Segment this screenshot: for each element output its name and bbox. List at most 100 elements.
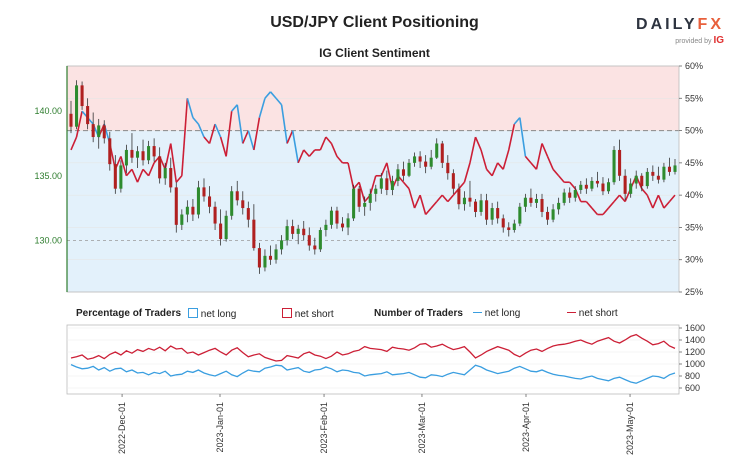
sentiment-line-segment <box>463 162 471 183</box>
sentiment-line-segment <box>258 98 266 118</box>
candle-body <box>606 182 611 192</box>
sentiment-line-segment <box>186 98 194 118</box>
candle-body <box>573 189 577 198</box>
legend-pct-net-short: net short <box>282 308 334 320</box>
price-tick-label: 135.00 <box>34 171 62 181</box>
sentiment-line-segment <box>120 156 128 176</box>
candle-body <box>546 211 550 220</box>
sentiment-line-segment <box>430 201 438 209</box>
percent-tick-label: 35% <box>685 222 703 232</box>
sentiment-line-segment <box>480 149 488 170</box>
candle-body <box>185 206 189 215</box>
sentiment-line-segment <box>569 181 576 190</box>
candle-body <box>651 171 655 176</box>
candle-body <box>274 249 278 260</box>
candle-body <box>340 223 345 228</box>
candle-body <box>307 235 311 246</box>
sentiment-line-segment <box>208 123 216 144</box>
candle-body <box>468 197 472 202</box>
candle-body <box>485 200 489 220</box>
candle-body <box>634 175 638 184</box>
sentiment-line-segment <box>668 194 676 203</box>
candle-body <box>219 223 223 240</box>
count-line-net-long <box>70 364 676 384</box>
candle-body <box>80 85 84 107</box>
candle-body <box>174 187 178 225</box>
candle-body <box>435 143 439 158</box>
sentiment-line-segment <box>663 201 671 209</box>
dailyfx-logo: DAILYFX provided by IG <box>624 16 724 46</box>
candle-body <box>568 192 572 198</box>
sentiment-line-segment <box>546 156 554 170</box>
sentiment-line-segment <box>236 104 244 144</box>
candle-body <box>490 208 494 220</box>
sentiment-line-segment <box>513 117 521 125</box>
count-tick-label: 1600 <box>685 323 705 333</box>
date-tick-label: 2023-Feb-01 <box>319 402 329 454</box>
percent-tick-label: 40% <box>685 190 703 200</box>
percent-tick-label: 55% <box>685 93 703 103</box>
candle-body <box>551 209 555 220</box>
candle-body <box>363 202 367 207</box>
candle-body <box>368 193 372 203</box>
candle-body <box>457 188 461 205</box>
sentiment-line-segment <box>541 143 549 157</box>
candle-body <box>108 138 112 165</box>
sentiment-line-segment <box>214 123 222 138</box>
candle-body <box>252 219 256 249</box>
candle-body <box>629 183 633 194</box>
candle-body <box>124 149 128 166</box>
candle-body <box>135 151 140 158</box>
sentiment-line-segment <box>242 130 250 144</box>
candle-body <box>213 206 217 224</box>
sentiment-line-segment <box>142 168 150 177</box>
candle-body <box>97 125 101 138</box>
percent-tick-label: 60% <box>685 61 703 71</box>
candle-body <box>163 168 167 179</box>
logo-provided-by: provided by IG <box>675 35 724 46</box>
sentiment-line-segment <box>352 181 360 190</box>
candle-body <box>418 156 422 162</box>
sentiment-line-segment <box>591 207 599 216</box>
candle-body <box>534 199 538 203</box>
candle-body <box>440 143 444 163</box>
sentiment-line-segment <box>641 188 648 196</box>
candle-body <box>291 226 295 234</box>
candle-body <box>656 175 660 180</box>
candle-body <box>357 188 361 207</box>
candle-body <box>246 208 250 220</box>
candle-body <box>595 180 599 184</box>
lower-plot-frame <box>66 324 680 395</box>
sentiment-line-segment <box>425 207 432 216</box>
percent-tick-label: 50% <box>685 126 703 136</box>
legend-num-long-swatch <box>473 312 482 313</box>
candle-body <box>196 187 200 215</box>
date-tick-label: 2022-Dec-01 <box>117 402 127 454</box>
sentiment-line-segment <box>419 194 427 215</box>
legend-pct-net-long: net long <box>188 308 236 320</box>
candle-body <box>335 210 339 224</box>
sentiment-line-segment <box>297 149 305 164</box>
legend-num-net-short: net short <box>567 308 618 319</box>
sentiment-line-segment <box>136 168 144 183</box>
candle-body <box>235 191 239 201</box>
candle-body <box>579 184 583 190</box>
sentiment-line-segment <box>613 194 621 203</box>
candle-body <box>152 146 156 157</box>
count-line-net-short <box>70 333 676 362</box>
price-tick-label: 140.00 <box>34 106 62 116</box>
sentiment-line-segment <box>231 104 238 112</box>
candle-body <box>496 208 500 219</box>
candle-body <box>241 200 245 209</box>
candle-body <box>385 178 389 190</box>
candle-body <box>623 175 627 194</box>
legend-percentage-title: Percentage of Traders <box>76 308 182 319</box>
date-tick-label: 2023-Jan-01 <box>215 402 225 453</box>
sentiment-line-segment <box>286 130 294 144</box>
date-tick-label: 2023-Mar-01 <box>417 402 427 454</box>
candle-body <box>407 162 411 176</box>
sentiment-line-segment <box>308 149 316 157</box>
candle-body <box>318 230 322 250</box>
candle-body <box>147 146 151 161</box>
sentiment-line-segment <box>607 201 615 209</box>
